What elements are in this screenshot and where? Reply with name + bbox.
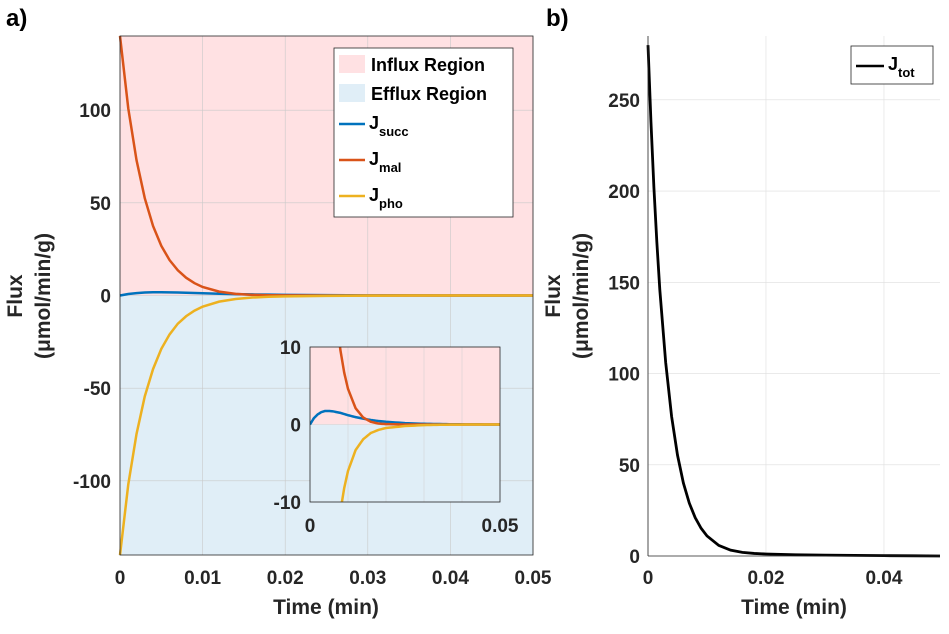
inset-x-tick-labels: 0 0.05 (305, 516, 519, 537)
plot-frame (119, 35, 534, 556)
y-tick-labels: -100 -50 0 50 100 (73, 101, 111, 493)
inset-x-tick-label: 0.05 (482, 516, 519, 537)
legend-swatch-efflux (339, 84, 365, 102)
x-tick-label: 0 (115, 568, 126, 589)
series-tot (646, 45, 941, 558)
x-tick-label: 0.01 (184, 568, 221, 589)
x-tick-label: 0.02 (267, 568, 304, 589)
inset-frame (309, 346, 501, 503)
inset-y-tick-label: 0 (290, 416, 301, 437)
legend-label-pho-main: J (369, 185, 379, 205)
series-lines (118, 35, 534, 556)
y-tick-label: -50 (84, 379, 111, 400)
legend-label-influx: Influx Region (371, 55, 485, 75)
legend-label-efflux: Efflux Region (371, 84, 487, 104)
inset-y-tick-label: -10 (274, 493, 301, 514)
legend-label-tot: Jtot (888, 54, 915, 80)
y-tick-label: 100 (79, 101, 111, 122)
x-tick-label: 0.04 (432, 568, 469, 589)
y-axis-label: Flux (μmol/min/g) (4, 233, 55, 359)
x-tick-label: 0.03 (349, 568, 386, 589)
inset-y-tick-labels: -10 0 10 (274, 338, 301, 514)
legend: Influx Region Efflux Region Jsucc Jmal J… (333, 47, 514, 218)
y-axis-label-line1: Flux (542, 274, 565, 317)
legend-label-mal-main: J (369, 149, 379, 169)
y-axis-label-line2: (μmol/min/g) (32, 233, 55, 359)
x-tick-label: 0.05 (515, 568, 552, 589)
legend-label-pho-sub: pho (379, 196, 403, 211)
legend-label-tot-sub: tot (898, 65, 915, 80)
y-axis-label-line2: (μmol/min/g) (570, 233, 593, 359)
y-axis-label: Flux (μmol/min/g) (542, 233, 593, 359)
y-tick-labels: 0 50 100 150 200 250 (608, 91, 640, 568)
y-tick-label: 150 (608, 273, 640, 294)
y-tick-label: 50 (619, 456, 640, 477)
y-tick-label: -100 (73, 472, 111, 493)
panel-b-label: b) (546, 5, 569, 32)
grid-lines (647, 36, 940, 557)
inset-y-tick-label: 10 (280, 338, 301, 359)
x-axis-label: Time (min) (273, 596, 379, 619)
y-tick-label: 250 (608, 91, 640, 112)
x-tick-labels: 0 0.02 0.04 (643, 568, 903, 589)
y-tick-label: 0 (629, 547, 640, 568)
x-tick-label: 0.04 (865, 568, 902, 589)
legend: Jtot (850, 45, 934, 85)
inset-series-lines (310, 347, 500, 502)
y-axis-label-line1: Flux (4, 274, 27, 317)
inset-x-tick-label: 0 (305, 516, 316, 537)
y-tick-label: 100 (608, 365, 640, 386)
inset-region-efflux (310, 424, 500, 502)
legend-box (333, 47, 514, 218)
legend-label-pho: Jpho (369, 185, 403, 211)
legend-label-mal-sub: mal (379, 160, 401, 175)
x-axis-label: Time (min) (741, 596, 847, 619)
legend-swatch-influx (339, 55, 365, 73)
legend-label-succ: Jsucc (369, 113, 409, 139)
series-lines (646, 45, 941, 558)
legend-label-mal: Jmal (369, 149, 401, 175)
inset-series-pho (340, 423, 500, 502)
x-tick-labels: 0 0.01 0.02 0.03 0.04 0.05 (115, 568, 552, 589)
series-pho (118, 294, 533, 556)
legend-label-tot-main: J (888, 54, 898, 74)
y-tick-label: 50 (90, 194, 111, 215)
y-tick-label: 0 (100, 287, 111, 308)
legend-label-succ-main: J (369, 113, 379, 133)
panel-a-label: a) (6, 5, 27, 32)
y-tick-label: 200 (608, 182, 640, 203)
legend-label-succ-sub: succ (379, 124, 409, 139)
x-tick-label: 0 (643, 568, 654, 589)
x-tick-label: 0.02 (747, 568, 784, 589)
